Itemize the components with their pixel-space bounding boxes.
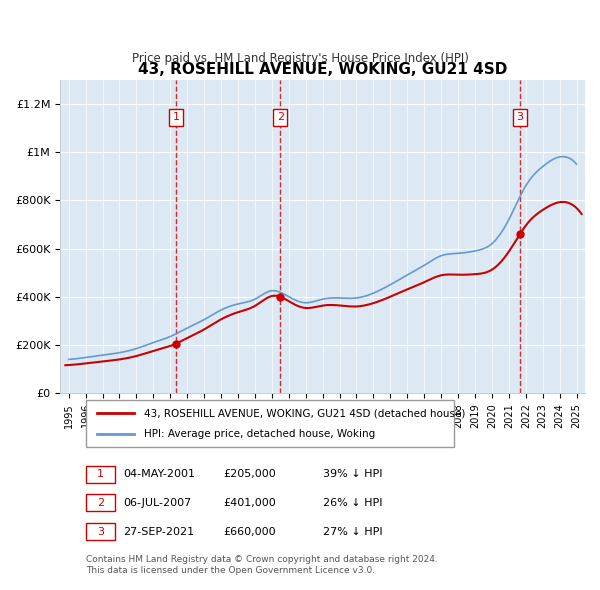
Text: 1: 1 <box>172 112 179 122</box>
Point <box>171 339 181 349</box>
Text: 2: 2 <box>277 112 284 122</box>
Point <box>515 230 525 239</box>
Text: £660,000: £660,000 <box>223 527 275 536</box>
Point <box>275 292 285 301</box>
FancyBboxPatch shape <box>86 523 115 540</box>
Text: 06-JUL-2007: 06-JUL-2007 <box>123 498 191 508</box>
Text: £401,000: £401,000 <box>223 498 275 508</box>
Text: 27-SEP-2021: 27-SEP-2021 <box>123 527 194 536</box>
Text: 43, ROSEHILL AVENUE, WOKING, GU21 4SD (detached house): 43, ROSEHILL AVENUE, WOKING, GU21 4SD (d… <box>144 408 466 418</box>
FancyBboxPatch shape <box>86 466 115 483</box>
Text: £205,000: £205,000 <box>223 469 275 479</box>
Text: Contains HM Land Registry data © Crown copyright and database right 2024.
This d: Contains HM Land Registry data © Crown c… <box>86 555 438 575</box>
Title: 43, ROSEHILL AVENUE, WOKING, GU21 4SD: 43, ROSEHILL AVENUE, WOKING, GU21 4SD <box>138 62 507 77</box>
FancyBboxPatch shape <box>86 400 454 447</box>
Text: 27% ↓ HPI: 27% ↓ HPI <box>323 527 382 536</box>
Text: 3: 3 <box>517 112 524 122</box>
Text: HPI: Average price, detached house, Woking: HPI: Average price, detached house, Woki… <box>144 429 376 439</box>
Text: 39% ↓ HPI: 39% ↓ HPI <box>323 469 382 479</box>
Text: 26% ↓ HPI: 26% ↓ HPI <box>323 498 382 508</box>
Text: Price paid vs. HM Land Registry's House Price Index (HPI): Price paid vs. HM Land Registry's House … <box>131 52 469 65</box>
Text: 3: 3 <box>97 527 104 536</box>
FancyBboxPatch shape <box>86 494 115 512</box>
Text: 2: 2 <box>97 498 104 508</box>
Text: 1: 1 <box>97 469 104 479</box>
Text: 04-MAY-2001: 04-MAY-2001 <box>123 469 195 479</box>
